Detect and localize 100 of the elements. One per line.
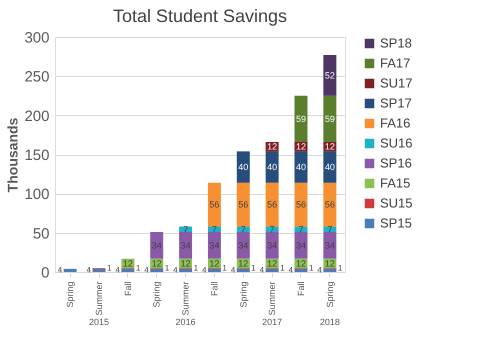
bar [323, 182, 336, 227]
bar [323, 55, 336, 96]
data-label: 7 [183, 224, 188, 234]
data-label: 34 [324, 240, 335, 250]
data-label: 40 [238, 162, 248, 172]
bar [294, 96, 308, 142]
legend-label: FA17 [380, 56, 410, 70]
y-axis-title: Thousands [4, 117, 20, 192]
data-label: 34 [267, 240, 278, 250]
data-label: 34 [180, 240, 191, 250]
text: 2016 [176, 317, 196, 327]
bar [266, 268, 279, 272]
bar [323, 151, 336, 183]
data-label: 59 [324, 114, 335, 124]
y-tick-label: 100 [24, 186, 50, 204]
legend-label: FA15 [380, 176, 410, 190]
data-label: 12 [296, 258, 306, 268]
bar [266, 182, 279, 227]
x-tick-label: Spring [65, 282, 76, 308]
data-label: 40 [324, 162, 335, 172]
bar [121, 268, 134, 272]
x-tick-label: Spring [324, 282, 335, 308]
data-label: 12 [296, 142, 306, 152]
y-tick-label: 150 [24, 147, 50, 164]
y-tick-label: 50 [32, 225, 50, 242]
data-label: 34 [238, 240, 248, 250]
x-tick-label: Fall [122, 282, 133, 296]
data-label: 7 [270, 224, 275, 234]
x-tick-label: Summer [94, 282, 104, 316]
legend-label: SU16 [380, 136, 413, 150]
x-tick-label: Summer [180, 282, 191, 316]
legend-label: SP16 [380, 156, 412, 170]
data-label: 1 [164, 263, 170, 272]
bar [323, 268, 336, 272]
bar [150, 268, 164, 272]
bar [294, 151, 308, 183]
data-label: 1 [222, 263, 228, 272]
bar [179, 268, 192, 272]
data-label: 7 [327, 224, 332, 234]
y-tick-label: 300 [24, 30, 50, 46]
bar [236, 182, 250, 227]
data-label: 1 [107, 263, 112, 272]
data-label: 1 [308, 263, 314, 272]
data-label: 34 [152, 240, 162, 250]
data-label: 56 [267, 200, 278, 210]
text: 2015 [88, 317, 110, 327]
data-label: 4 [260, 265, 265, 274]
y-tick-label: 250 [24, 68, 50, 86]
text: 2017 [262, 317, 282, 327]
data-label: 56 [209, 200, 220, 210]
bar [236, 151, 250, 183]
data-label: 12 [324, 142, 335, 152]
data-label: 4 [173, 265, 178, 274]
data-label: 34 [209, 240, 220, 250]
data-label: 12 [324, 258, 335, 268]
bar [294, 268, 308, 272]
data-label: 56 [296, 200, 306, 210]
legend-label: SP18 [380, 36, 412, 50]
data-label: 4 [202, 265, 207, 274]
x-tick-label: Spring [238, 282, 248, 308]
bar [236, 268, 250, 272]
bar [92, 268, 106, 272]
data-label: 7 [298, 224, 304, 234]
data-label: 1 [194, 263, 199, 272]
bar [294, 182, 308, 227]
text: 2018 [320, 317, 340, 327]
bar [323, 96, 336, 142]
data-label: 7 [212, 224, 217, 234]
data-label: 12 [152, 258, 162, 268]
legend-label: FA16 [380, 116, 410, 130]
data-label: 12 [267, 258, 278, 268]
data-label: 52 [324, 70, 335, 80]
legend-label: SP15 [380, 216, 412, 230]
data-label: 59 [296, 114, 306, 124]
legend-label: SU15 [380, 196, 413, 210]
bar [64, 268, 77, 272]
data-label: 34 [296, 240, 306, 250]
data-label: 4 [58, 265, 63, 274]
bar [266, 151, 279, 183]
y-tick-label: 200 [24, 108, 50, 125]
data-label: 4 [288, 265, 294, 274]
bar [208, 182, 221, 227]
y-tick-label: 0 [41, 264, 50, 282]
data-label: 40 [267, 162, 278, 172]
data-label: 1 [136, 263, 141, 272]
data-label: 12 [122, 258, 133, 268]
legend-label: SU17 [380, 76, 413, 90]
data-label: 56 [238, 200, 248, 210]
x-tick-label: Summer [267, 282, 278, 316]
data-label: 1 [251, 263, 256, 272]
data-label: 40 [296, 162, 306, 172]
data-label: 4 [86, 265, 92, 274]
data-label: 12 [209, 258, 220, 268]
data-label: 1 [338, 263, 343, 272]
data-label: 4 [317, 265, 322, 274]
legend-label: SP17 [380, 96, 412, 110]
data-label: 4 [230, 265, 236, 274]
x-tick-label: Spring [152, 282, 162, 308]
data-label: 12 [180, 258, 191, 268]
data-label: 4 [115, 265, 120, 274]
